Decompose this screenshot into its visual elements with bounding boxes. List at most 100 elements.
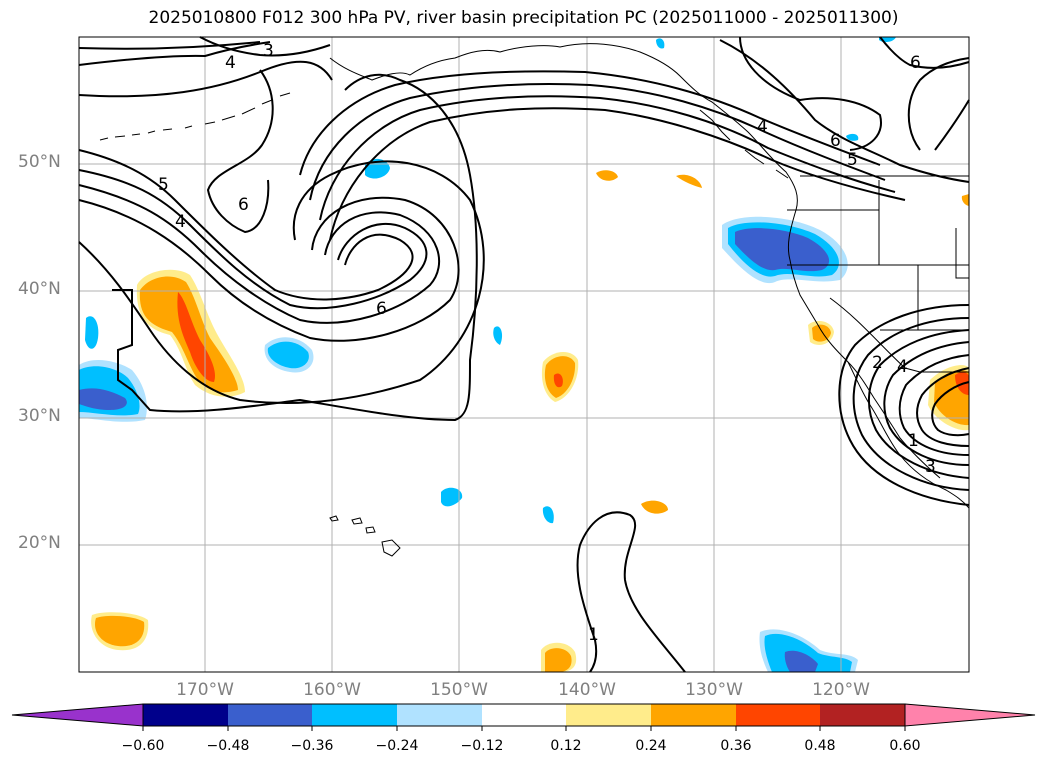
lat-label: 40°N: [18, 279, 61, 299]
colorbar-bin: [736, 704, 820, 726]
pv-contour: [907, 57, 970, 151]
pv-contour: [199, 36, 331, 57]
negative-anomaly: [79, 388, 127, 410]
pv-contour: [78, 196, 460, 342]
pv-contour: [719, 39, 970, 183]
pv-contour: [576, 511, 686, 673]
colorbar-outline: [142, 703, 906, 727]
pv-contour: [852, 317, 970, 491]
negative-anomaly: [85, 316, 99, 349]
contour-label: 2: [872, 353, 883, 373]
lon-label: 160°W: [303, 680, 361, 700]
positive-anomaly: [641, 500, 668, 514]
lat-label: 20°N: [18, 533, 61, 553]
negative-anomaly: [735, 228, 830, 272]
graticule: [79, 37, 969, 672]
colorbar-bin: [143, 704, 228, 726]
colorbar: [11, 703, 1036, 731]
pv-contour: [78, 169, 428, 310]
contour-label-group: 3 4 5 4 6 6 6 5 4 6 1 2 4 3 1: [158, 41, 936, 645]
pv-contour: [838, 304, 970, 506]
lon-label: 150°W: [430, 680, 488, 700]
contour-label: 4: [757, 117, 768, 137]
pv-contour: [78, 41, 261, 50]
colorbar-bin: [820, 704, 905, 726]
pv-contour: [78, 60, 333, 98]
pv-contour: [78, 41, 271, 66]
positive-anomaly: [596, 170, 618, 181]
lat-label: 50°N: [18, 152, 61, 172]
pv-contour: [883, 341, 970, 466]
pv-contour: [898, 354, 970, 456]
colorbar-tick-label: −0.60: [121, 738, 165, 754]
pv-contour: [916, 367, 970, 447]
state-border: [787, 209, 969, 266]
colorbar-bin: [566, 704, 651, 726]
contour-label: 4: [225, 53, 236, 73]
positive-anomaly: [961, 194, 969, 206]
negative-anomaly: [846, 133, 859, 141]
contour-label: 6: [830, 131, 841, 151]
contour-label: 1: [588, 625, 599, 645]
colorbar-tick-label: −0.24: [375, 738, 419, 754]
colorbar-tick-label: 0.60: [889, 738, 921, 754]
colorbar-bin: [482, 704, 566, 726]
lon-label: 170°W: [176, 680, 234, 700]
hawaii-island: [365, 526, 376, 534]
colorbar-tick-label: 0.48: [804, 738, 836, 754]
colorbar-tick-label: −0.36: [290, 738, 334, 754]
positive-anomaly: [676, 174, 702, 188]
negative-anomaly: [656, 38, 665, 49]
positive-anomaly: [553, 373, 563, 388]
pv-contours: [78, 36, 970, 673]
colorbar-extend-low: [11, 703, 144, 727]
hawaii-island: [351, 517, 363, 525]
lon-label: 120°W: [812, 680, 870, 700]
pv-contour: [299, 70, 881, 176]
precip-shading: [79, 37, 969, 672]
pv-contour: [309, 82, 886, 201]
lat-label: 30°N: [18, 406, 61, 426]
negative-anomaly: [267, 341, 309, 369]
pv-contour: [112, 73, 478, 422]
state-border: [880, 265, 919, 331]
map-frame: [78, 36, 970, 673]
lon-label: 130°W: [685, 680, 743, 700]
colorbar-tick-label: −0.48: [206, 738, 250, 754]
contour-label: 3: [925, 457, 936, 477]
map-title: 2025010800 F012 300 hPa PV, river basin …: [148, 8, 899, 28]
negative-anomaly: [784, 650, 818, 672]
contour-label: 6: [910, 53, 921, 73]
state-border: [955, 228, 969, 279]
contour-label: 6: [238, 195, 249, 215]
pv-contour: [739, 36, 882, 151]
colorbar-bin: [228, 704, 312, 726]
pv-contour: [879, 36, 970, 69]
contour-label: 1: [908, 431, 919, 451]
colorbar-bin: [397, 704, 482, 726]
contour-label: 3: [263, 41, 274, 61]
contour-label: 5: [158, 175, 169, 195]
negative-anomaly: [441, 487, 463, 507]
us-west-coast: [787, 209, 941, 479]
pv-contour: [934, 99, 970, 151]
aleutian-islands: [99, 92, 291, 141]
colorbar-tick-label: 0.12: [550, 738, 582, 754]
pv-contour: [867, 329, 970, 479]
contour-label: 6: [376, 299, 387, 319]
colorbar-extend-high: [904, 703, 1036, 727]
pv-contour: [329, 107, 906, 241]
colorbar-bin: [312, 704, 397, 726]
colorbar-tick-label: 0.36: [720, 738, 752, 754]
alaska-coast: [329, 43, 798, 211]
pv-contour: [931, 381, 970, 437]
contour-label: 4: [897, 357, 908, 377]
pv-contour: [78, 184, 441, 324]
lon-label: 140°W: [558, 680, 616, 700]
colorbar-tick-label: 0.24: [635, 738, 667, 754]
negative-anomaly: [493, 326, 503, 345]
contour-label: 5: [847, 150, 858, 170]
pv-contour: [319, 95, 896, 221]
colorbar-bin: [651, 704, 736, 726]
